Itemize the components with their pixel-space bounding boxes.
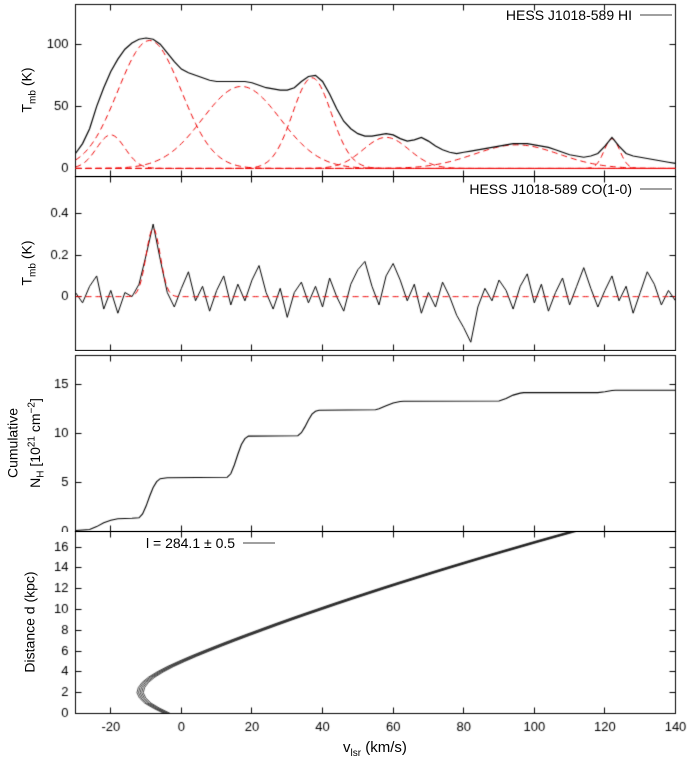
longitude-legend-line-sample (243, 542, 276, 544)
longitude-legend-label: l = 284.1 ± 0.5 (146, 535, 236, 551)
nh-ylabel-line1: Cumulative (4, 407, 21, 479)
hi-y-axis-label: Tmb (K) (18, 67, 43, 112)
co-legend-line-sample (640, 188, 672, 190)
x-title-rest: (km/s) (361, 739, 407, 756)
hi-legend-line-sample (640, 14, 672, 16)
nh-subscript: H (35, 470, 47, 478)
nh-ylabel-line2: NH [1021 cm−2] (22, 398, 50, 488)
x-title-main: v (343, 739, 351, 756)
hi-ylabel-main: T (18, 103, 35, 113)
co-ylabel-main: T (18, 276, 35, 286)
co-spectrum-panel (0, 176, 687, 351)
hi-legend: HESS J1018-589 HI (506, 7, 672, 23)
co-legend: HESS J1018-589 CO(1-0) (469, 181, 672, 197)
x-title-sub: lsr (350, 748, 362, 759)
nh-symbol: N (26, 477, 43, 488)
hi-ylabel-sub: mb (27, 90, 39, 104)
co-ylabel-rest: (K) (18, 240, 35, 264)
co-y-axis-label: Tmb (K) (18, 240, 43, 285)
nh-exponent: 21 (26, 436, 38, 448)
co-legend-label: HESS J1018-589 CO(1-0) (469, 181, 632, 197)
hi-legend-label: HESS J1018-589 HI (505, 7, 632, 23)
nh-units-close: ] (26, 398, 43, 403)
hi-ylabel-rest: (K) (18, 67, 35, 91)
rotation-curve-panel (0, 531, 687, 743)
longitude-legend: l = 284.1 ± 0.5 (146, 535, 276, 551)
nh-exponent2: −2 (26, 402, 38, 414)
nh-y-axis-label: Cumulative NH [1021 cm−2] (3, 398, 50, 488)
hi-spectrum-panel (0, 0, 687, 180)
nh-units-open: [10 (26, 447, 43, 471)
co-ylabel-sub: mb (27, 263, 39, 277)
nh-units-cm: cm (26, 413, 43, 437)
distance-ylabel-text: Distance d (kpc) (21, 571, 38, 673)
distance-y-axis-label: Distance d (kpc) (21, 571, 40, 672)
column-density-panel (0, 354, 687, 532)
x-axis-title: vlsr (km/s) (75, 739, 675, 759)
